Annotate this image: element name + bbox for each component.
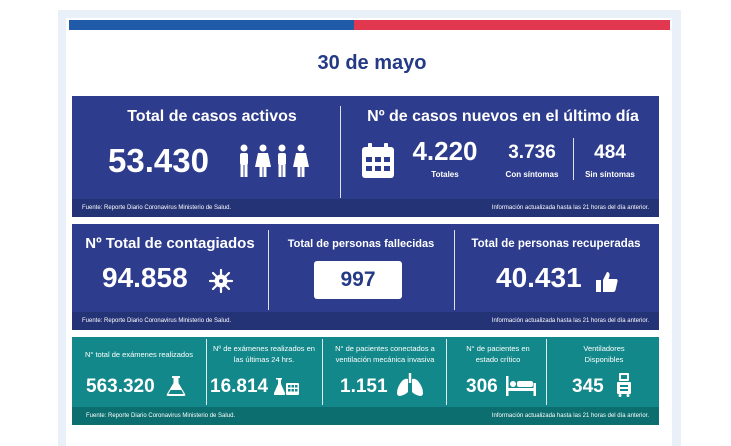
new-cases-total-label: Totales [431,170,459,179]
ventilation-label: N° de pacientes conectados a ventilación… [335,344,435,364]
footer-bar [72,407,659,425]
exams-label: N° total de exámenes realizados [84,350,194,359]
hospital-bed-icon [506,376,536,396]
divider [446,339,447,405]
footer-bar [72,199,659,217]
thumbs-up-icon [596,272,618,292]
contagiados-title: Nº Total de contagiados [85,235,255,252]
critical-label: N° de pacientes en estado crítico [466,344,530,364]
contagiados-value: 94.858 [102,262,188,293]
divider [206,339,207,405]
panel-hospital: N° total de exámenes realizados 563.320 … [72,337,659,425]
report-date: 30 de mayo [317,52,427,74]
active-cases-value: 53.430 [108,142,209,179]
lungs-icon [397,373,423,396]
updated-text: Información actualizada hasta las 21 hor… [491,205,649,211]
divider [340,106,341,198]
source-text: Fuente: Reporte Diario Coronavirus Minis… [82,318,232,324]
footer-bar [72,312,659,330]
panel-totals: Nº Total de contagiados 94.858 Total de … [72,224,659,330]
ventilators-value: 345 [572,376,604,397]
new-cases-total-value: 4.220 [412,136,478,166]
updated-text: Información actualizada hasta las 21 hor… [491,318,649,324]
ventilators-label: Ventiladores Disponibles [583,344,625,364]
virus-icon [208,268,234,294]
flag-stripe-blue [69,20,354,30]
divider [268,230,269,310]
new-cases-no-symptoms-value: 484 [594,142,626,163]
people-icon [240,144,309,177]
fallecidas-title: Total de personas fallecidas [287,238,435,250]
lab-icon [274,378,299,395]
source-text: Fuente: Reporte Diario Coronavirus Minis… [86,413,236,419]
fallecidas-box [314,261,402,299]
divider [546,339,547,405]
critical-value: 306 [466,376,498,397]
exams24-value: 16.814 [210,376,269,397]
new-cases-symptoms-label: Con síntomas [505,170,559,179]
new-cases-title: Nº de casos nuevos en el último día [367,108,639,125]
divider [454,230,455,310]
recuperadas-value: 40.431 [496,262,582,293]
ventilator-icon [617,373,631,397]
new-cases-no-symptoms-label: Sin síntomas [585,170,635,179]
new-cases-symptoms-value: 3.736 [508,142,556,163]
updated-text: Información actualizada hasta las 21 hor… [491,413,649,419]
divider [573,138,574,180]
panel-cases: Total de casos activos 53.430 Nº de caso… [72,96,659,217]
calendar-icon [362,143,394,178]
source-text: Fuente: Reporte Diario Coronavirus Minis… [82,205,232,211]
exams24-label: Nº de exámenes realizados en las últimas… [213,344,315,364]
divider [322,339,323,405]
flag-stripe-red [354,20,670,30]
ventilation-value: 1.151 [340,376,388,397]
recuperadas-title: Total de personas recuperadas [471,238,641,250]
exams-value: 563.320 [86,376,155,397]
active-cases-title: Total de casos activos [127,108,297,125]
fallecidas-value: 997 [340,268,376,291]
flask-icon [166,376,186,396]
